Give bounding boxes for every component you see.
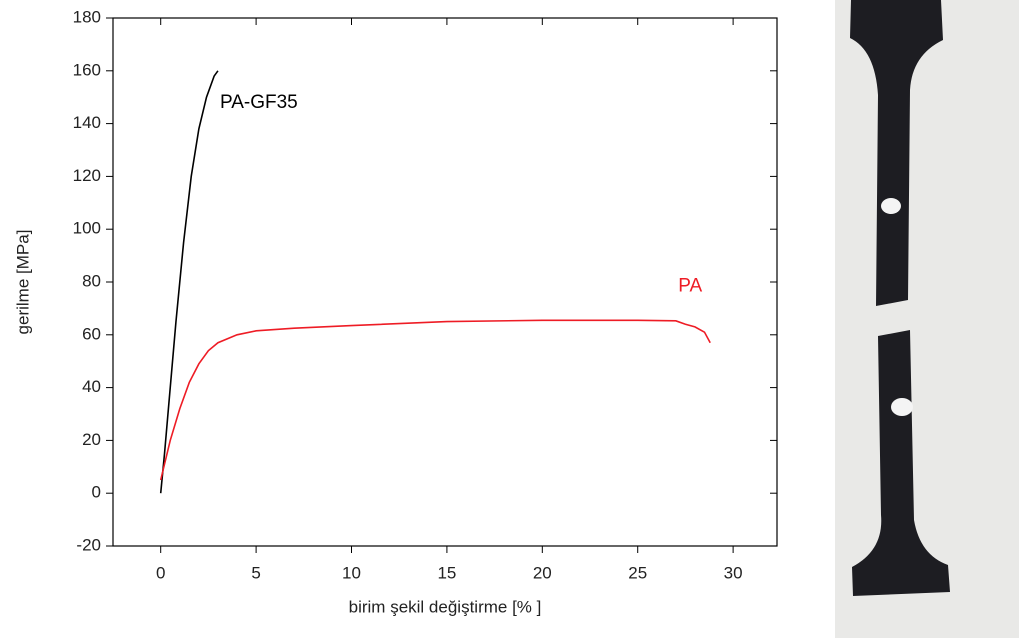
x-tick-label: 10 bbox=[342, 563, 361, 582]
series-line bbox=[159, 70, 219, 494]
y-axis-label: gerilme [MPa] bbox=[13, 230, 32, 335]
specimen-bottom bbox=[852, 330, 950, 596]
x-tick-label: 15 bbox=[437, 563, 456, 582]
x-tick-label: 5 bbox=[251, 563, 260, 582]
y-tick-label: 40 bbox=[82, 377, 101, 396]
y-tick-label: 0 bbox=[92, 483, 101, 502]
y-tick-label: 100 bbox=[73, 219, 101, 238]
specimen-top bbox=[850, 0, 943, 306]
x-axis-label: birim şekil değiştirme [% ] bbox=[349, 597, 542, 616]
photo-background bbox=[835, 0, 1019, 638]
marker-dot bbox=[881, 198, 901, 214]
y-tick-label: 140 bbox=[73, 113, 101, 132]
x-tick-label: 0 bbox=[156, 563, 165, 582]
x-tick-label: 20 bbox=[533, 563, 552, 582]
y-tick-label: -20 bbox=[76, 535, 101, 554]
x-tick-label: 25 bbox=[628, 563, 647, 582]
marker-dot bbox=[891, 398, 913, 416]
series-label: PA bbox=[678, 276, 702, 297]
y-tick-label: 60 bbox=[82, 324, 101, 343]
y-tick-label: 80 bbox=[82, 271, 101, 290]
x-tick-label: 30 bbox=[724, 563, 743, 582]
y-tick-label: 160 bbox=[73, 60, 101, 79]
y-tick-label: 180 bbox=[73, 7, 101, 26]
y-tick-label: 20 bbox=[82, 430, 101, 449]
y-tick-label: 120 bbox=[73, 166, 101, 185]
series-label: PA-GF35 bbox=[220, 92, 298, 113]
series-line bbox=[159, 319, 711, 481]
photo bbox=[835, 0, 1019, 638]
